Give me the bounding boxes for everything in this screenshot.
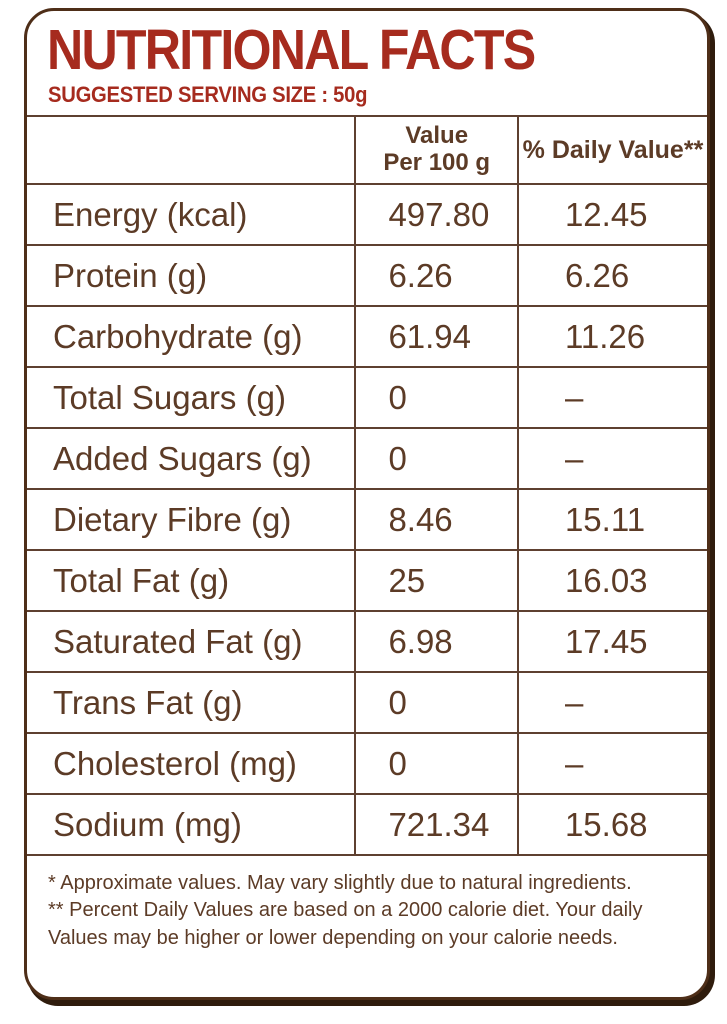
nutrient-value-per-100g: 0 <box>354 732 519 796</box>
table-row: Total Sugars (g) 0 – <box>27 366 707 430</box>
nutrition-label-card: NUTRITIONAL FACTS SUGGESTED SERVING SIZE… <box>24 8 710 1000</box>
nutrient-label: Total Sugars (g) <box>27 366 357 430</box>
nutrient-value-per-100g: 497.80 <box>354 183 519 247</box>
header-value-line1: Value <box>405 122 469 150</box>
nutrient-label: Cholesterol (mg) <box>27 732 357 796</box>
nutrient-label: Added Sugars (g) <box>27 427 357 491</box>
nutrient-value-per-100g: 61.94 <box>354 305 519 369</box>
table-row: Carbohydrate (g) 61.94 11.26 <box>27 305 707 369</box>
header-value-line2: Per 100 g <box>383 149 491 177</box>
nutrient-label: Energy (kcal) <box>27 183 357 247</box>
table-row: Added Sugars (g) 0 – <box>27 427 707 491</box>
table-header-row: Value Per 100 g % Daily Value** <box>27 115 707 186</box>
label-header: NUTRITIONAL FACTS SUGGESTED SERVING SIZE… <box>27 11 707 108</box>
nutrient-daily-value: – <box>516 671 707 735</box>
nutrient-daily-value: – <box>516 427 707 491</box>
nutrient-value-per-100g: 721.34 <box>354 793 519 857</box>
table-row: Dietary Fibre (g) 8.46 15.11 <box>27 488 707 552</box>
footnote-line: Values may be higher or lower depending … <box>48 926 618 949</box>
nutrition-table-body: Energy (kcal) 497.80 12.45 Protein (g) 6… <box>27 183 707 857</box>
footnotes: * Approximate values. May vary slightly … <box>27 856 707 952</box>
header-cell-value-per-100g: Value Per 100 g <box>354 115 519 186</box>
nutrient-value-per-100g: 6.98 <box>354 610 519 674</box>
nutrient-label: Carbohydrate (g) <box>27 305 357 369</box>
nutrient-label: Protein (g) <box>27 244 357 308</box>
nutrient-daily-value: 15.68 <box>516 793 707 857</box>
nutrient-value-per-100g: 6.26 <box>354 244 519 308</box>
table-row: Sodium (mg) 721.34 15.68 <box>27 793 707 857</box>
nutrient-daily-value: – <box>516 732 707 796</box>
nutrient-label: Sodium (mg) <box>27 793 357 857</box>
nutrient-label: Dietary Fibre (g) <box>27 488 357 552</box>
table-row: Energy (kcal) 497.80 12.45 <box>27 183 707 247</box>
nutrient-label: Saturated Fat (g) <box>27 610 357 674</box>
footnote-line: ** Percent Daily Values are based on a 2… <box>48 899 643 922</box>
nutrient-value-per-100g: 0 <box>354 366 519 430</box>
page-title: NUTRITIONAL FACTS <box>47 18 536 82</box>
nutrient-daily-value: 15.11 <box>516 488 707 552</box>
nutrient-value-per-100g: 0 <box>354 671 519 735</box>
nutrient-label: Trans Fat (g) <box>27 671 357 735</box>
nutrient-value-per-100g: 8.46 <box>354 488 519 552</box>
nutrient-value-per-100g: 0 <box>354 427 519 491</box>
table-row: Trans Fat (g) 0 – <box>27 671 707 735</box>
nutrient-daily-value: 6.26 <box>516 244 707 308</box>
table-row: Cholesterol (mg) 0 – <box>27 732 707 796</box>
header-cell-daily-value: % Daily Value** <box>516 115 707 186</box>
nutrient-daily-value: – <box>516 366 707 430</box>
nutrient-daily-value: 12.45 <box>516 183 707 247</box>
table-row: Total Fat (g) 25 16.03 <box>27 549 707 613</box>
table-row: Protein (g) 6.26 6.26 <box>27 244 707 308</box>
table-row: Saturated Fat (g) 6.98 17.45 <box>27 610 707 674</box>
nutrition-facts-table: Value Per 100 g % Daily Value** Energy (k… <box>27 115 707 857</box>
table-header: Value Per 100 g % Daily Value** <box>27 115 707 186</box>
header-cell-nutrient <box>27 115 357 186</box>
nutrient-daily-value: 11.26 <box>516 305 707 369</box>
footnote-line: * Approximate values. May vary slightly … <box>48 872 632 895</box>
nutrient-daily-value: 16.03 <box>516 549 707 613</box>
nutrient-value-per-100g: 25 <box>354 549 519 613</box>
nutrient-label: Total Fat (g) <box>27 549 357 613</box>
nutrient-daily-value: 17.45 <box>516 610 707 674</box>
serving-size-subtitle: SUGGESTED SERVING SIZE : 50g <box>48 82 368 108</box>
